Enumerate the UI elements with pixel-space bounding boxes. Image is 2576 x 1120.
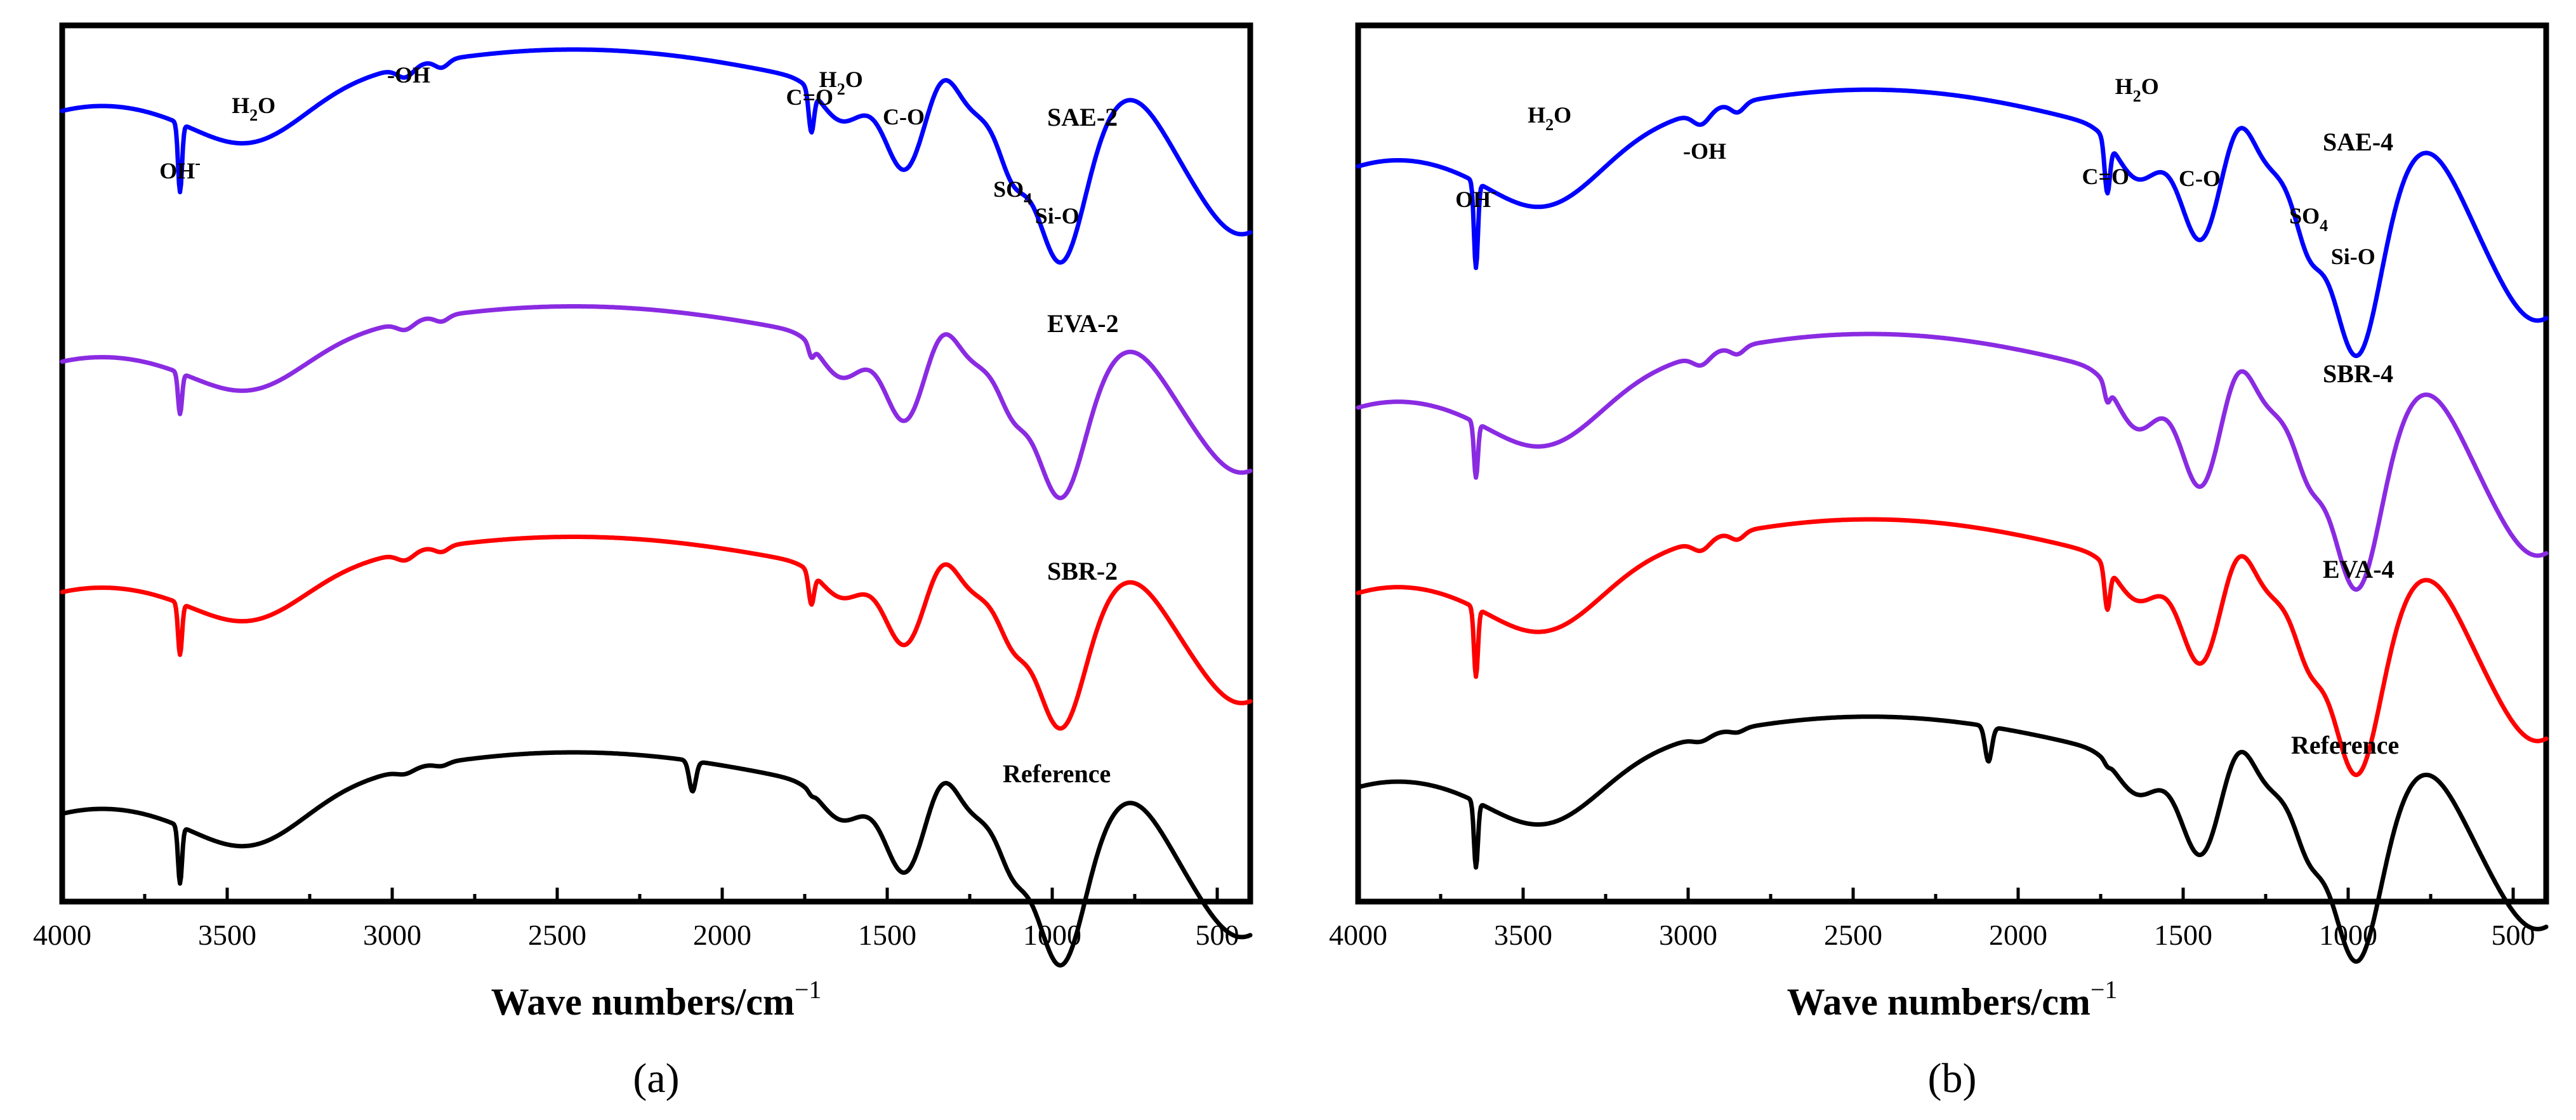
x-tick-label: 3000 <box>363 919 421 951</box>
series-label-reference: Reference <box>1003 759 1111 788</box>
x-tick-label: 1500 <box>2154 919 2212 951</box>
peak-annotation: H2O <box>819 67 863 98</box>
series-label-sae-4: SAE-4 <box>2323 128 2393 156</box>
peak-annotation: -OH <box>387 62 430 88</box>
spectrum-line-sae-4 <box>1356 87 2549 358</box>
panel-label: (a) <box>633 1055 679 1102</box>
peak-annotation: OH- <box>1455 182 1496 212</box>
series-label-sae-2: SAE-2 <box>1047 103 1118 131</box>
peak-annotation: H2O <box>232 93 275 124</box>
peak-annotation: Si-O <box>1035 203 1080 229</box>
series-label-reference: Reference <box>2291 731 2399 759</box>
x-tick-label: 2500 <box>528 919 586 951</box>
plot-frame <box>1355 22 2549 905</box>
x-tick-label: 4000 <box>1329 919 1387 951</box>
series-label-sbr-4: SBR-4 <box>2323 359 2393 388</box>
spectrum-line-eva-4 <box>1356 331 2549 592</box>
panel-label: (b) <box>1928 1055 1977 1102</box>
plot-frame <box>59 22 1253 905</box>
peak-annotation: C=O <box>786 84 834 110</box>
peak-annotation: SO4 <box>2289 203 2328 235</box>
spectrum-line-sae-2 <box>60 47 1253 265</box>
x-axis-title: Wave numbers/cm−1 <box>1787 975 2118 1023</box>
x-axis-title: Wave numbers/cm−1 <box>491 975 822 1023</box>
peak-annotation: H2O <box>2115 74 2159 105</box>
x-tick-label: 3500 <box>198 919 256 951</box>
x-tick-label: 2500 <box>1824 919 1882 951</box>
x-tick-label: 1500 <box>858 919 916 951</box>
peak-annotation: -OH <box>1683 138 1726 164</box>
x-tick-label: 3500 <box>1494 919 1552 951</box>
peak-annotation: C-O <box>2179 166 2221 191</box>
x-tick-label: 500 <box>2492 919 2535 951</box>
series-label-eva-2: EVA-2 <box>1047 309 1119 338</box>
series-label-eva-4: EVA-4 <box>2323 555 2394 583</box>
x-tick-label: 3000 <box>1659 919 1717 951</box>
spectrum-line-reference <box>1356 714 2549 964</box>
x-tick-label: 2000 <box>693 919 751 951</box>
peak-annotation: H2O <box>1528 102 1571 134</box>
spectrum-line-eva-2 <box>60 304 1253 500</box>
x-tick-label: 4000 <box>33 919 91 951</box>
spectrum-line-sbr-2 <box>60 535 1253 731</box>
spectrum-line-reference <box>60 750 1253 968</box>
peak-annotation: Si-O <box>2331 244 2375 269</box>
series-label-sbr-2: SBR-2 <box>1047 557 1118 585</box>
peak-annotation: SO4 <box>993 177 1032 208</box>
x-tick-label: 2000 <box>1989 919 2047 951</box>
peak-annotation: C=O <box>2082 164 2130 189</box>
peak-annotation: C-O <box>883 104 925 130</box>
spectrum-line-sbr-4 <box>1356 517 2549 777</box>
peak-annotation: OH- <box>159 154 201 183</box>
